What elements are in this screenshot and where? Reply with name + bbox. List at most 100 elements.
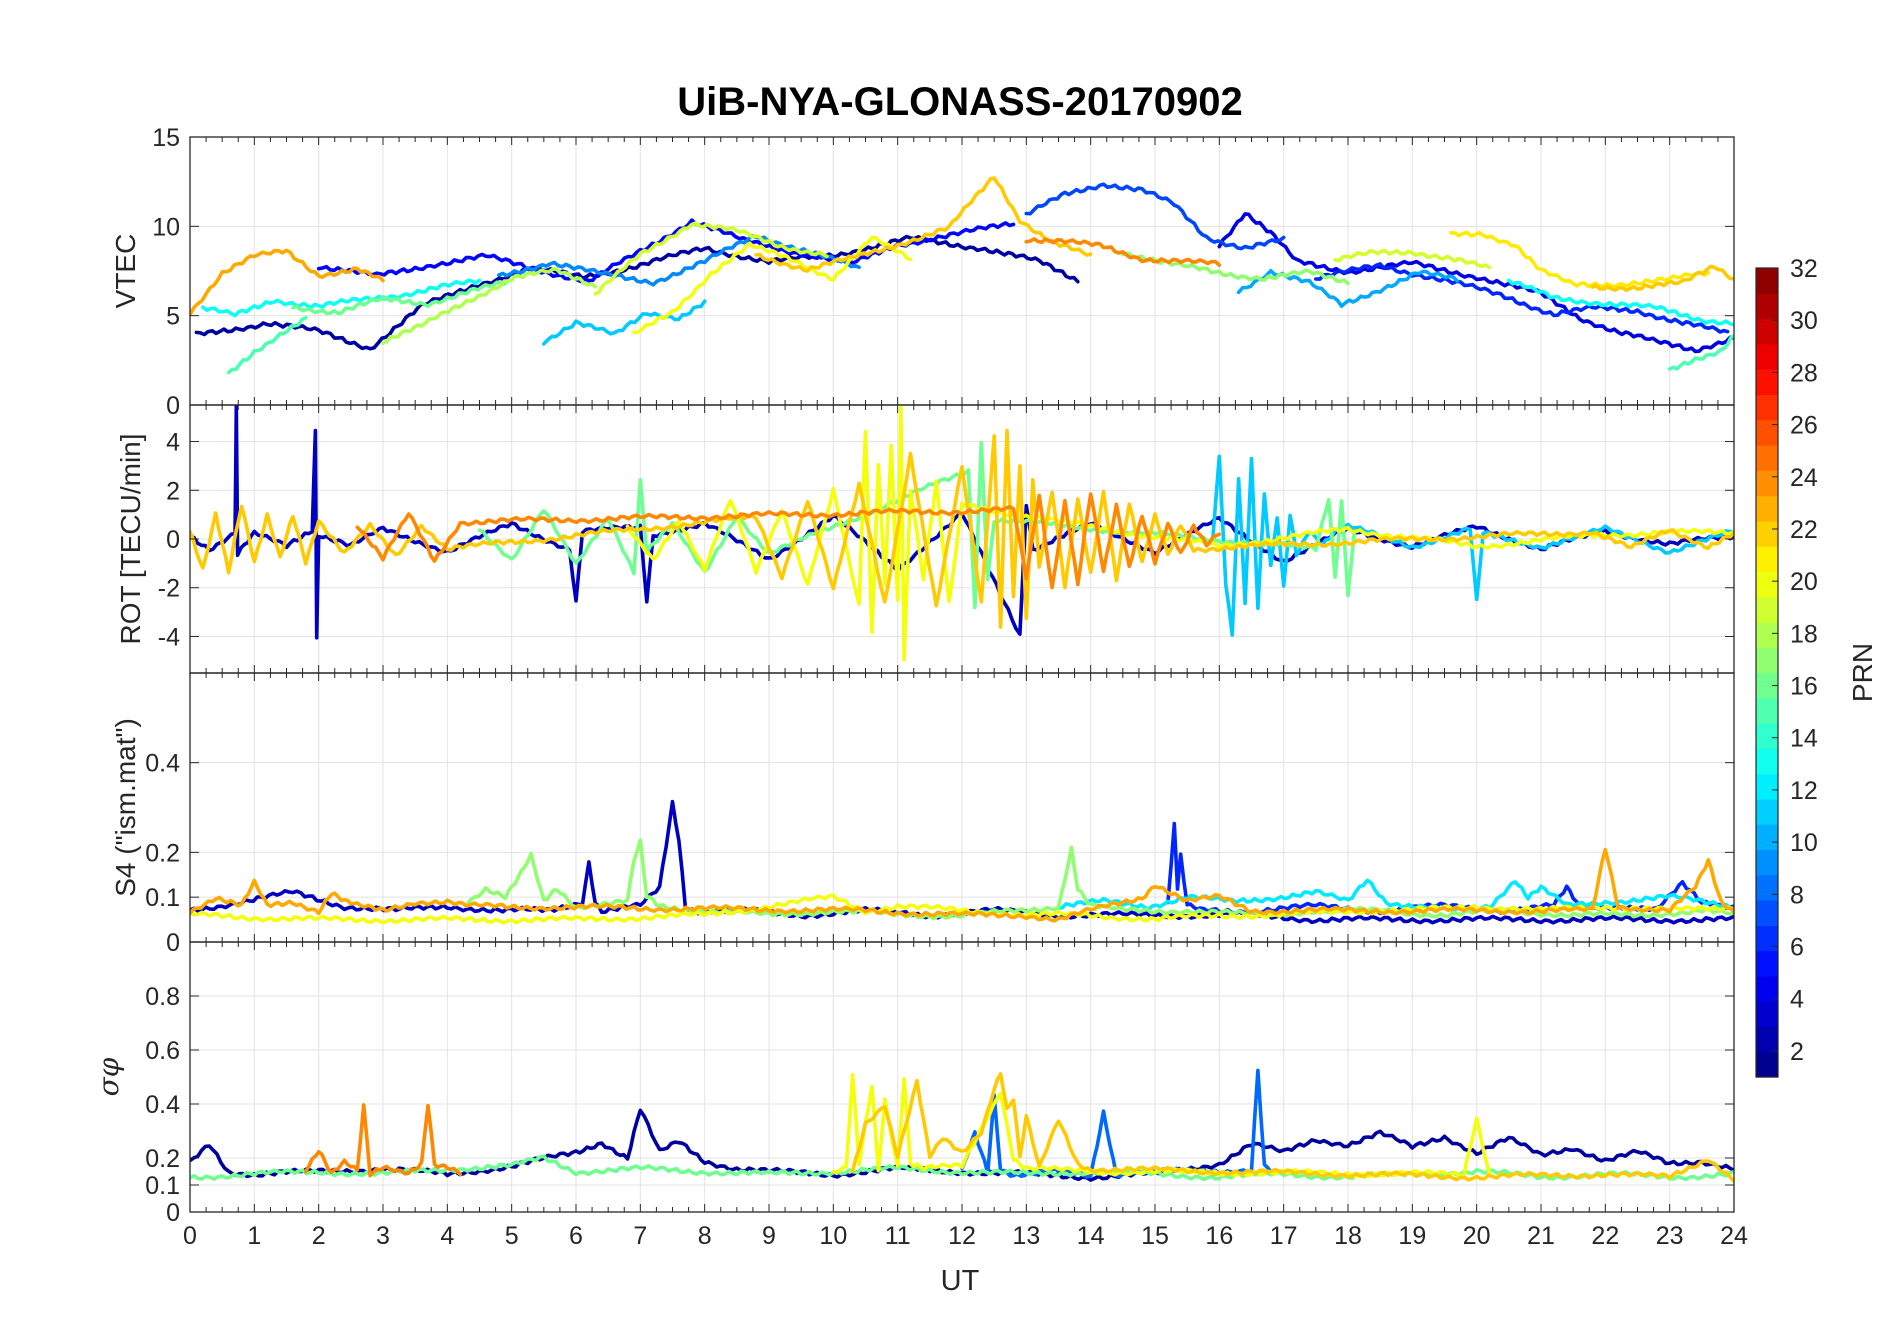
x-tick-label: 2 bbox=[312, 1222, 326, 1250]
colorbar-frame bbox=[1755, 267, 1779, 1078]
colorbar-tick-label: 20 bbox=[1790, 568, 1818, 596]
series-line-prn-13 bbox=[201, 278, 482, 318]
series-line-prn-4 bbox=[1217, 212, 1734, 354]
colorbar-segment bbox=[1756, 495, 1778, 522]
series-line-prn-10 bbox=[1236, 269, 1460, 308]
y-tick-label: 0 bbox=[166, 526, 180, 554]
series-line-prn-17 bbox=[1121, 251, 1350, 286]
colorbar-segment bbox=[1756, 723, 1778, 749]
colorbar-segment bbox=[1756, 318, 1778, 345]
y-tick-label: 0.8 bbox=[145, 983, 180, 1011]
y-tick-label: 0 bbox=[166, 929, 180, 957]
x-tick-label: 14 bbox=[1077, 1222, 1105, 1250]
series-line-prn-23 bbox=[190, 847, 1734, 923]
x-tick-label: 17 bbox=[1270, 1222, 1298, 1250]
y-tick-label: -4 bbox=[158, 623, 180, 651]
series-line-prn-16 bbox=[477, 440, 1357, 610]
colorbar-segment bbox=[1756, 647, 1778, 674]
y-tick-label: 0.4 bbox=[145, 1091, 180, 1119]
traces bbox=[190, 799, 1734, 925]
series-line-prn-15 bbox=[226, 316, 308, 375]
colorbar-segment bbox=[1756, 748, 1778, 775]
colorbar-tick-label: 2 bbox=[1790, 1038, 1804, 1066]
y-tick-label: 0.1 bbox=[145, 884, 180, 912]
x-tick-label: 6 bbox=[569, 1222, 583, 1250]
colorbar-segment bbox=[1756, 470, 1778, 497]
x-axis-label: UT bbox=[941, 1265, 980, 1297]
x-tick-label: 9 bbox=[762, 1222, 776, 1250]
colorbar-segment bbox=[1756, 900, 1778, 926]
colorbar-segment bbox=[1756, 824, 1778, 851]
y-tick-label: 15 bbox=[152, 124, 180, 152]
series-line-prn-23 bbox=[190, 248, 385, 317]
x-tick-label: 18 bbox=[1334, 1222, 1362, 1250]
series-line-prn-19 bbox=[593, 221, 829, 296]
x-tick-label: 24 bbox=[1720, 1222, 1748, 1250]
series-line-prn-22 bbox=[1590, 264, 1734, 292]
colorbar-tick-label: 32 bbox=[1790, 255, 1818, 283]
series-line-prn-11 bbox=[542, 299, 707, 346]
colorbar-segment bbox=[1756, 849, 1778, 876]
y-tick-label: 4 bbox=[166, 429, 180, 457]
x-tick-label: 10 bbox=[819, 1222, 847, 1250]
traces bbox=[190, 176, 1734, 375]
colorbar-segment bbox=[1756, 975, 1778, 1002]
series-line-prn-19 bbox=[1333, 248, 1492, 270]
y-tick-label: 10 bbox=[152, 213, 180, 241]
panel-3: 0 0.1 0.2 0.4S4 ("ism.mat") bbox=[110, 672, 1735, 957]
colorbar-segment bbox=[1756, 520, 1778, 547]
series-line-prn-8 bbox=[960, 1068, 1279, 1179]
colorbar-tick-label: 14 bbox=[1790, 725, 1818, 753]
x-tick-label: 21 bbox=[1527, 1222, 1555, 1250]
series-line-prn-22 bbox=[190, 428, 1734, 629]
colorbar-segment bbox=[1756, 293, 1778, 320]
y-tick-label: 2 bbox=[166, 477, 180, 505]
colorbar-segment bbox=[1756, 268, 1778, 294]
y-axis-label: S4 ("ism.mat") bbox=[110, 718, 141, 897]
x-tick-label: 13 bbox=[1012, 1222, 1040, 1250]
colorbar-segment bbox=[1756, 369, 1778, 396]
colorbar-tick-label: 10 bbox=[1790, 829, 1818, 857]
x-tick-label: 0 bbox=[183, 1222, 197, 1250]
y-tick-label: -2 bbox=[158, 575, 180, 603]
colorbar-segment bbox=[1756, 798, 1778, 825]
colorbar-segment bbox=[1756, 1051, 1778, 1078]
chart-title: UiB-NYA-GLONASS-20170902 bbox=[677, 80, 1242, 124]
colorbar-tick-label: 30 bbox=[1790, 307, 1818, 335]
colorbar-tick-label: 4 bbox=[1790, 986, 1804, 1014]
series-line-prn-21 bbox=[1449, 230, 1711, 289]
series-line-prn-6 bbox=[1314, 262, 1730, 334]
x-tick-label: 4 bbox=[440, 1222, 454, 1250]
colorbar-tick-label: 12 bbox=[1790, 777, 1818, 805]
series-line-prn-24 bbox=[1024, 237, 1222, 267]
y-axis-label: σφ bbox=[92, 1057, 125, 1096]
x-tick-label: 23 bbox=[1656, 1222, 1684, 1250]
x-tick-label: 12 bbox=[948, 1222, 976, 1250]
x-tick-label: 1 bbox=[247, 1222, 261, 1250]
colorbar-label: PRN bbox=[1847, 643, 1878, 702]
x-tick-label: 15 bbox=[1141, 1222, 1169, 1250]
y-axis-label: ROT [TECU/min] bbox=[115, 433, 146, 644]
x-tick-label: 7 bbox=[633, 1222, 647, 1250]
colorbar-tick-label: 22 bbox=[1790, 516, 1818, 544]
series-line-prn-22 bbox=[850, 1072, 1734, 1184]
colorbar-segment bbox=[1756, 1001, 1778, 1028]
y-tick-label: 5 bbox=[166, 303, 180, 331]
x-tick-label: 16 bbox=[1205, 1222, 1233, 1250]
x-tick-label: 5 bbox=[505, 1222, 519, 1250]
colorbar-segment bbox=[1756, 925, 1778, 952]
x-tick-label: 3 bbox=[376, 1222, 390, 1250]
series-line-prn-18 bbox=[381, 267, 598, 345]
y-tick-label: 0.4 bbox=[145, 750, 180, 778]
series-line-prn-20 bbox=[831, 1073, 1492, 1179]
colorbar-tick-label: 6 bbox=[1790, 934, 1804, 962]
series-line-prn-20 bbox=[632, 235, 913, 335]
colorbar-tick-label: 18 bbox=[1790, 620, 1818, 648]
series-line-prn-5 bbox=[316, 218, 1016, 284]
y-axis-label: VTEC bbox=[110, 234, 141, 309]
x-tick-label: 22 bbox=[1591, 1222, 1619, 1250]
colorbar-segment bbox=[1756, 950, 1778, 977]
colorbar-segment bbox=[1756, 672, 1778, 699]
y-tick-label: 0.2 bbox=[145, 839, 180, 867]
